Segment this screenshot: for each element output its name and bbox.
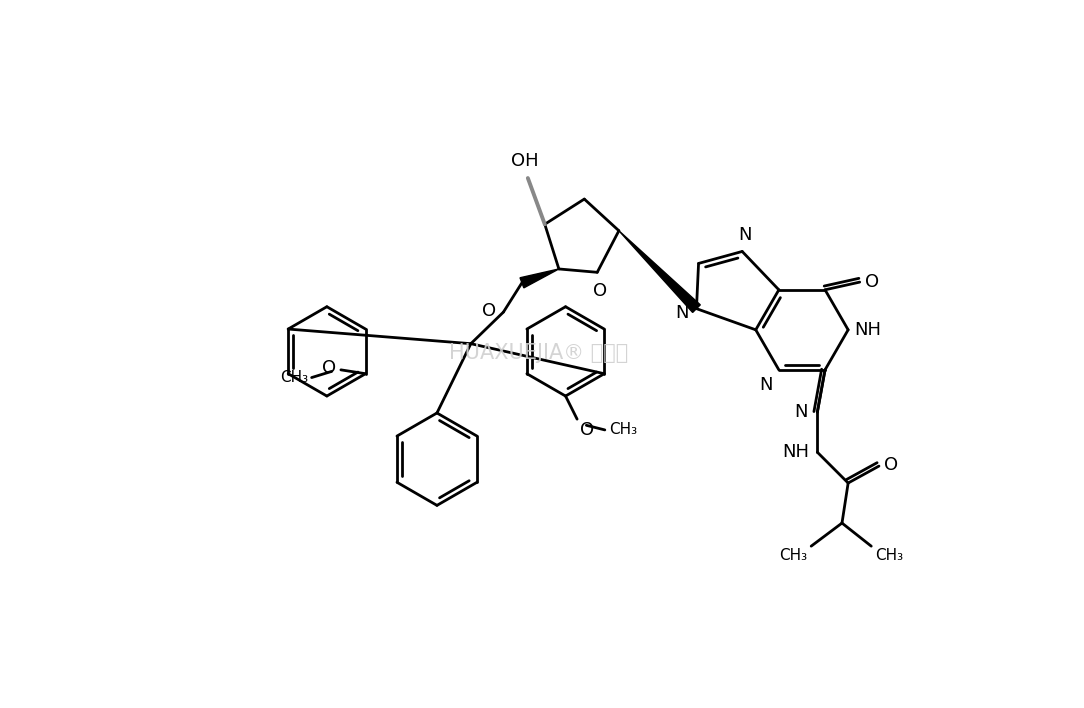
Text: O: O (481, 302, 495, 319)
Text: CH₃: CH₃ (779, 548, 808, 563)
Text: O: O (593, 282, 607, 300)
Text: O: O (322, 360, 336, 377)
Text: NH: NH (854, 321, 881, 339)
Text: CH₃: CH₃ (875, 548, 903, 563)
Text: NH: NH (783, 443, 810, 461)
Polygon shape (520, 269, 559, 288)
Text: HUAXUEJIA® 化学加: HUAXUEJIA® 化学加 (449, 343, 629, 363)
Text: N: N (675, 304, 688, 321)
Polygon shape (619, 231, 700, 312)
Text: CH₃: CH₃ (609, 423, 636, 438)
Text: O: O (865, 273, 879, 291)
Text: O: O (885, 455, 899, 474)
Text: N: N (795, 403, 808, 421)
Text: O: O (580, 421, 594, 439)
Text: N: N (738, 226, 752, 244)
Text: N: N (759, 376, 773, 394)
Text: CH₃: CH₃ (280, 370, 308, 385)
Text: OH: OH (511, 152, 539, 171)
